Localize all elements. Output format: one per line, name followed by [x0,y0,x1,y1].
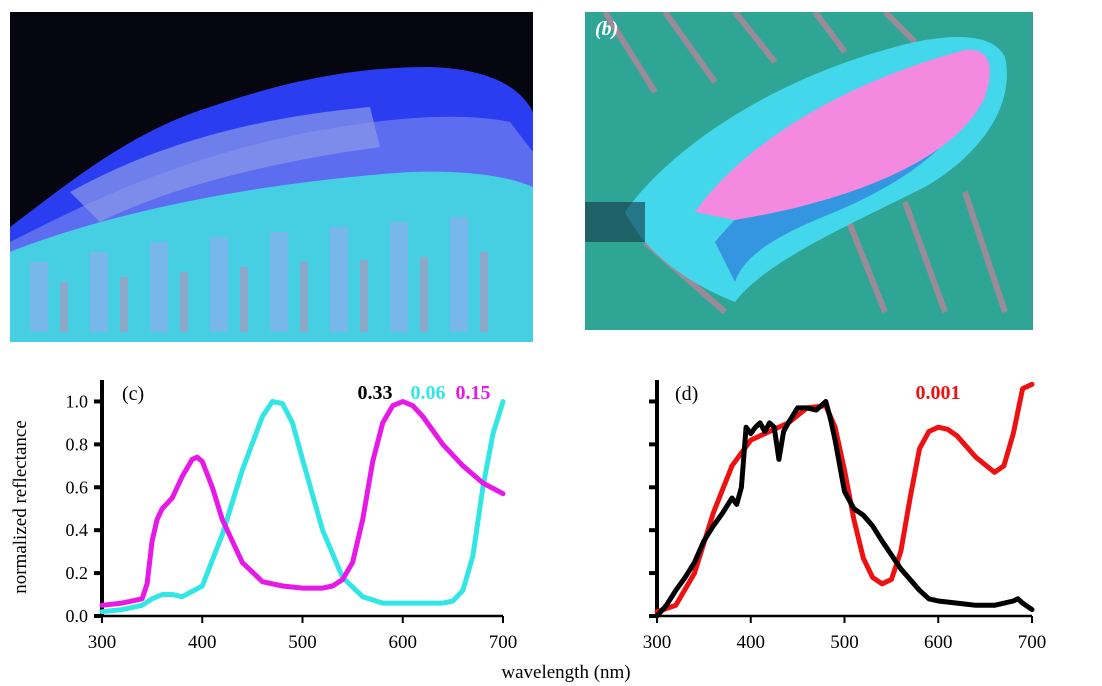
x-tick-label: 400 [737,632,766,653]
series-line-1 [654,399,1035,619]
y-tick-label: 1.0 [66,391,89,411]
x-tick-label: 400 [188,632,217,653]
x-tick-label: 600 [924,632,953,653]
photo-b-image [585,12,1033,330]
panel-label-b: (b) [595,18,619,40]
y-axis-label: normalized reflectance [10,420,31,594]
series-line-0 [99,399,506,615]
photo-a [10,12,533,342]
photo-b: (b) [585,12,1033,330]
x-tick-label: 300 [643,632,672,653]
y-tick-label: 0.4 [66,520,89,540]
y-tick-label: 0.6 [66,477,89,497]
y-tick-label: 0.2 [66,563,89,583]
x-tick-label: 500 [288,632,317,653]
photo-a-image [10,12,533,342]
x-tick-label: 700 [1018,632,1047,653]
x-axis-label: wavelength (nm) [501,662,630,683]
chart-d: 300 400 500 600 700 (d) 0.001 [643,380,1047,653]
y-tick-label: 0.0 [66,606,89,626]
series-line-0 [654,381,1035,615]
panel-label: (c) [122,383,144,405]
x-tick-label: 700 [489,632,518,653]
series-line-1 [99,399,506,608]
annotation-label: 0.33 [358,382,393,404]
annotation-label: 0.001 [916,382,961,404]
x-tick-label: 600 [389,632,418,653]
panel-label: (d) [675,383,698,405]
x-tick-label: 300 [88,632,117,653]
y-tick-label: 0.8 [66,434,89,454]
chart-c: 0.0 0.2 0.4 0.6 0.8 1.0 300 400 500 600 700 (c) 0.33… [66,380,518,653]
annotation-label: 0.06 [411,382,446,404]
annotation-label: 0.15 [456,382,491,404]
x-tick-label: 500 [830,632,859,653]
